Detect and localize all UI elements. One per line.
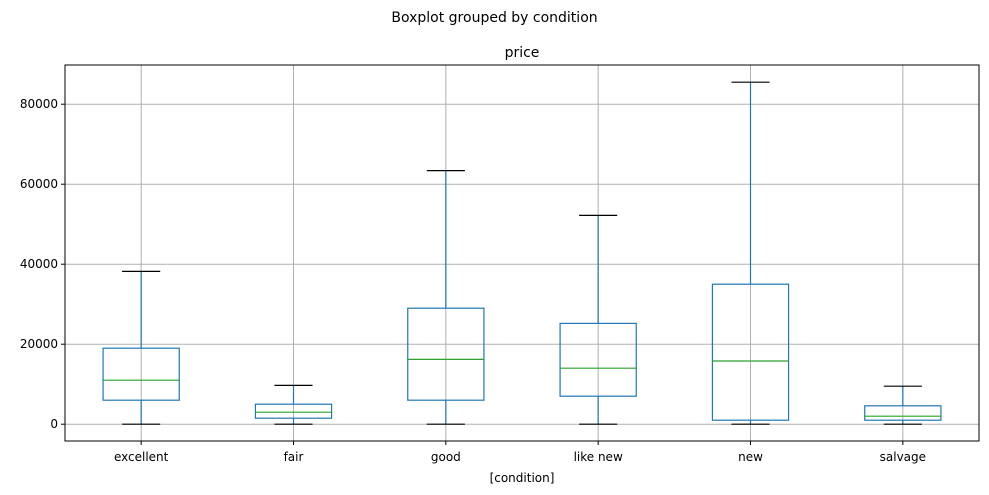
x-axis-label: [condition] [490, 471, 555, 485]
box-body [254, 403, 333, 419]
box-good [407, 170, 485, 425]
box-series [102, 81, 942, 425]
box-body [711, 283, 790, 421]
box-like-new [559, 214, 637, 425]
chart-suptitle: Boxplot grouped by condition [391, 10, 597, 26]
y-tick-label: 60000 [20, 177, 58, 191]
box-salvage [864, 385, 942, 425]
box-excellent [102, 270, 180, 425]
box-body [102, 347, 180, 401]
x-tick-label: excellent [114, 450, 169, 464]
x-tick-label: fair [284, 450, 304, 464]
y-tick-label: 40000 [20, 257, 58, 271]
box-new [711, 81, 790, 425]
chart-title: price [505, 45, 540, 61]
x-tick-label: new [738, 450, 763, 464]
x-tick-label: like new [574, 450, 623, 464]
axis-ticks: 0 20000 40000 60000 80000 excellent fair good li… [20, 97, 926, 464]
box-body [407, 307, 485, 401]
plot-frame [64, 64, 980, 442]
box-fair [254, 384, 333, 425]
grid-lines [65, 65, 979, 441]
y-tick-label: 20000 [20, 337, 58, 351]
y-tick-label: 80000 [20, 97, 58, 111]
x-tick-label: salvage [880, 450, 926, 464]
y-tick-label: 0 [50, 417, 58, 431]
box-body [864, 405, 942, 421]
x-tick-label: good [431, 450, 461, 464]
box-body [559, 322, 637, 397]
